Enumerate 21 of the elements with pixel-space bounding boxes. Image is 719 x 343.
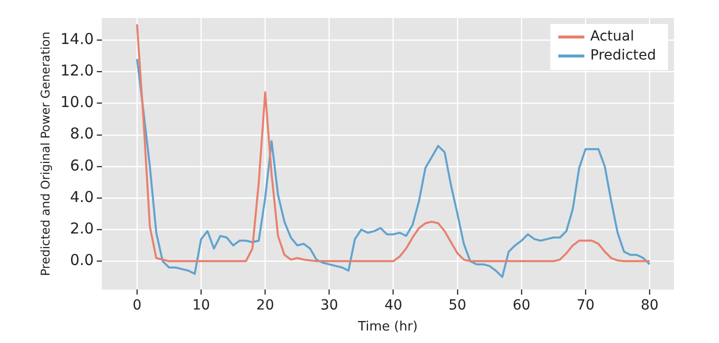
x-tick-label: 60 — [512, 298, 530, 314]
x-tick-label: 50 — [448, 298, 466, 314]
x-tick-label: 0 — [132, 298, 142, 314]
legend-label: Predicted — [590, 48, 656, 64]
x-axis-title: Time (hr) — [357, 320, 418, 335]
x-tick-label: 30 — [320, 298, 338, 314]
y-tick-label: 12.0 — [60, 62, 94, 80]
y-tick-label: 10.0 — [60, 93, 94, 112]
x-tick-label: 20 — [256, 298, 274, 314]
y-tick-label: 0.0 — [70, 251, 94, 270]
x-tick-label: 10 — [192, 298, 210, 314]
y-tick-label: 2.0 — [70, 219, 94, 238]
y-axis-title: Predicted and Original Power Generation — [38, 32, 52, 276]
y-tick-label: 4.0 — [70, 188, 94, 206]
legend-label: Actual — [590, 28, 634, 45]
y-tick-label: 8.0 — [70, 124, 94, 143]
x-tick-label: 40 — [384, 298, 402, 314]
y-tick-label: 6.0 — [70, 156, 94, 174]
x-tick-label: 80 — [640, 298, 659, 314]
x-tick-label: 70 — [576, 298, 594, 314]
y-tick-label: 14.0 — [60, 30, 94, 48]
